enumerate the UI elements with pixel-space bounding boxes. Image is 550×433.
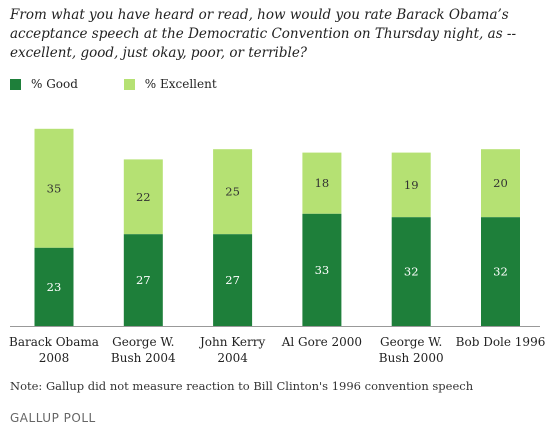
- x-tick-label: 2008: [39, 351, 70, 365]
- legend-label-good: % Good: [31, 77, 78, 91]
- bar-excellent: [213, 149, 253, 235]
- x-tick-label: George W.: [380, 335, 442, 349]
- legend-swatch-excellent: [123, 78, 135, 90]
- data-label-good: 33: [315, 263, 330, 277]
- data-label-excellent: 19: [404, 178, 419, 192]
- bar-good: [123, 234, 163, 326]
- footnote: Note: Gallup did not measure reaction to…: [10, 379, 474, 393]
- x-tick-label: Al Gore 2000: [281, 335, 362, 349]
- legend-item-excellent: % Excellent: [123, 77, 217, 91]
- x-tick-label: Bob Dole 1996: [456, 335, 546, 349]
- data-label-good: 27: [136, 273, 151, 287]
- data-label-excellent: 25: [225, 185, 240, 199]
- bar-good: [302, 213, 342, 326]
- bar-good: [481, 217, 520, 326]
- bar-excellent: [123, 159, 163, 235]
- data-label-good: 32: [404, 265, 419, 279]
- x-tick-label: John Kerry: [198, 335, 266, 349]
- x-tick-label: Bush 2000: [379, 351, 444, 365]
- gallup-logo: GALLUP POLL: [10, 411, 96, 425]
- legend: % Good % Excellent: [10, 77, 259, 93]
- legend-swatch-good: [10, 78, 21, 90]
- bar-chart: 35 23 Barack Obama 2008 22 27 George W. Bush 20…: [9, 128, 546, 365]
- data-label-excellent: 35: [47, 181, 62, 195]
- x-tick-label: George W.: [112, 335, 174, 349]
- x-tick-label: Bush 2004: [111, 351, 176, 365]
- data-label-good: 32: [493, 265, 508, 279]
- data-label-excellent: 20: [493, 176, 508, 190]
- bar-good: [213, 234, 253, 326]
- chart-title: From what you have heard or read, how wo…: [10, 7, 517, 61]
- bar-excellent: [481, 149, 520, 218]
- bar-excellent: [34, 128, 74, 248]
- data-label-excellent: 18: [315, 176, 330, 190]
- legend-label-excellent: % Excellent: [144, 77, 217, 91]
- logo-sub: POLL: [63, 411, 96, 425]
- bar-good: [34, 247, 74, 326]
- data-label-good: 27: [225, 273, 240, 287]
- legend-item-good: % Good: [10, 77, 78, 91]
- data-label-good: 23: [47, 280, 62, 294]
- logo-main: GALLUP: [10, 411, 60, 425]
- data-label-excellent: 22: [136, 190, 151, 204]
- bar-excellent: [302, 152, 342, 214]
- x-tick-label: Barack Obama: [9, 335, 99, 349]
- x-tick-label: 2004: [217, 351, 248, 365]
- bar-good: [391, 217, 431, 326]
- bar-excellent: [391, 152, 431, 218]
